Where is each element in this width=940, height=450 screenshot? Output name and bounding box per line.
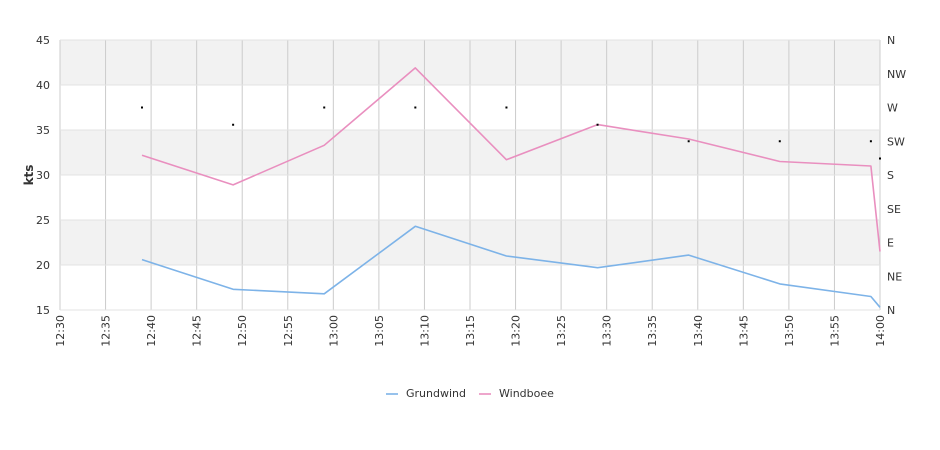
x-axis-ticks: 12:30 12:35 12:40 12:45 12:50 12:55 13:00 13:05… xyxy=(54,315,887,347)
series-lines xyxy=(141,67,881,308)
y-tick-label: 40 xyxy=(36,79,50,92)
x-tick-label: 13:00 xyxy=(327,315,340,347)
direction-point xyxy=(505,106,508,109)
direction-tick-label: W xyxy=(887,102,898,115)
direction-point xyxy=(778,140,781,143)
x-tick-label: 12:45 xyxy=(191,315,204,347)
x-tick-label: 12:40 xyxy=(145,315,158,347)
direction-tick-label: N xyxy=(887,304,895,317)
direction-point xyxy=(141,106,143,109)
direction-tick-label: SE xyxy=(887,203,901,216)
x-tick-label: 12:55 xyxy=(282,315,295,347)
y-axis-label: kts xyxy=(22,165,36,186)
x-tick-label: 13:20 xyxy=(510,315,523,347)
x-tick-label: 12:50 xyxy=(236,315,249,347)
direction-tick-label: N xyxy=(887,34,895,47)
x-tick-label: 13:50 xyxy=(783,315,796,347)
direction-point xyxy=(879,157,881,160)
y-gridlines xyxy=(60,39,880,311)
direction-point xyxy=(232,123,235,126)
x-tick-label: 13:40 xyxy=(692,315,705,347)
x-tick-label: 12:30 xyxy=(54,315,67,347)
legend: Grundwind Windboee xyxy=(386,387,554,400)
direction-tick-label: NW xyxy=(887,68,906,81)
direction-point xyxy=(323,106,326,109)
direction-point xyxy=(596,123,599,126)
x-tick-label: 13:55 xyxy=(828,315,841,347)
x-tick-label: 13:30 xyxy=(601,315,614,347)
x-tick-label: 12:35 xyxy=(100,315,113,347)
direction-tick-label: NE xyxy=(887,270,902,283)
x-tick-label: 13:05 xyxy=(373,315,386,347)
y-tick-label: 15 xyxy=(36,304,50,317)
direction-tick-label: E xyxy=(887,237,894,250)
series-line-windboee xyxy=(141,67,881,252)
x-tick-label: 13:10 xyxy=(418,315,431,347)
x-tick-label: 13:25 xyxy=(555,315,568,347)
x-tick-label: 13:45 xyxy=(737,315,750,347)
x-tick-label: 13:35 xyxy=(646,315,659,347)
y-tick-label: 25 xyxy=(36,214,50,227)
x-tick-label: 13:15 xyxy=(464,315,477,347)
y-tick-label: 20 xyxy=(36,259,50,272)
direction-points xyxy=(141,106,881,160)
y-tick-label: 30 xyxy=(36,169,50,182)
y-tick-label: 45 xyxy=(36,34,50,47)
legend-label[interactable]: Grundwind xyxy=(406,387,466,400)
direction-point xyxy=(414,106,417,109)
series-line-grundwind xyxy=(141,225,881,308)
x-tick-label: 14:00 xyxy=(874,315,887,347)
y-axis-ticks: 15 20 25 30 35 40 45 xyxy=(36,34,50,317)
direction-axis-ticks: N NE E SE S SW W NW N xyxy=(887,34,906,317)
direction-tick-label: SW xyxy=(887,135,905,148)
direction-tick-label: S xyxy=(887,169,894,182)
legend-label[interactable]: Windboee xyxy=(499,387,554,400)
direction-point xyxy=(869,140,872,143)
direction-point xyxy=(687,140,690,143)
y-tick-label: 35 xyxy=(36,124,50,137)
